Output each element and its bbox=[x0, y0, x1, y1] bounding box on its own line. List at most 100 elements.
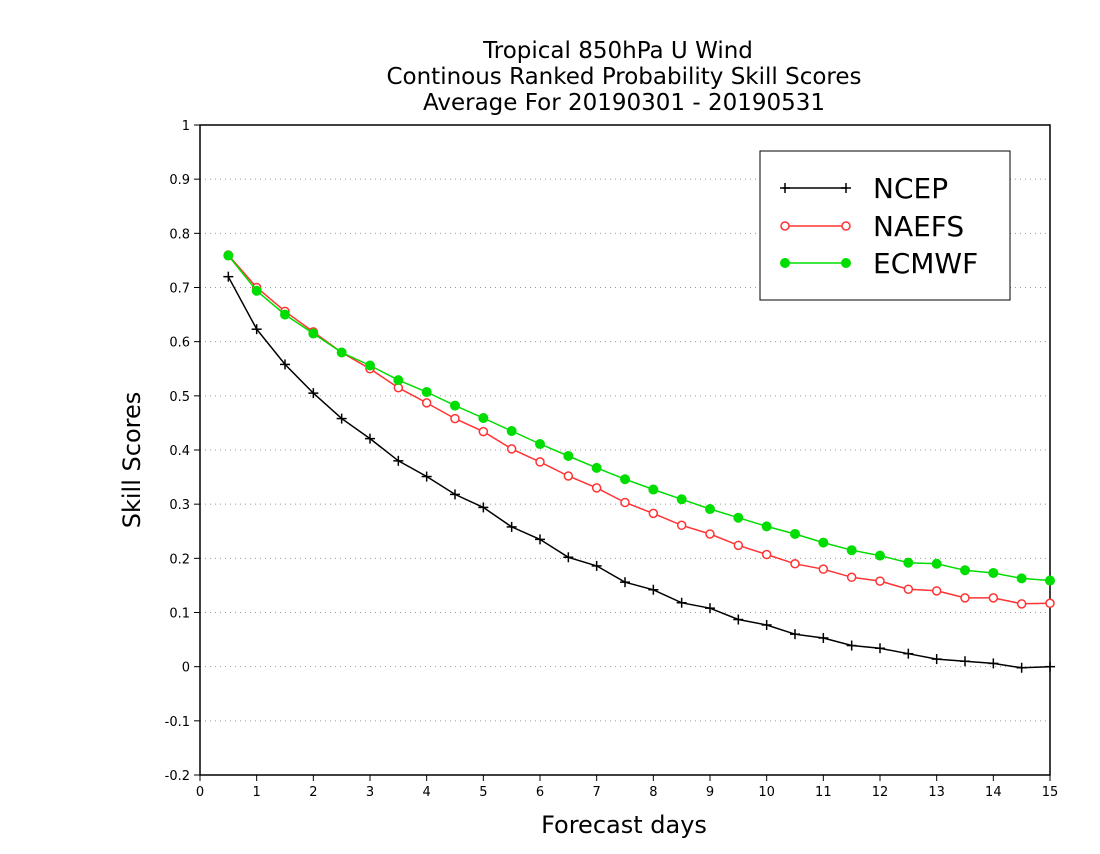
x-tick-label-5: 5 bbox=[479, 785, 487, 800]
x-tick-label-4: 4 bbox=[423, 785, 431, 800]
series-naefs bbox=[223, 250, 1055, 609]
legend-entry-ncep: NCEP bbox=[780, 172, 948, 205]
data-point-ncep-25 bbox=[931, 654, 942, 665]
x-tick-label-12: 12 bbox=[872, 785, 889, 800]
x-tick-label-14: 14 bbox=[985, 785, 1002, 800]
chart-title: Tropical 850hPa U Wind Continous Ranked … bbox=[386, 38, 861, 116]
data-point-ncep-23 bbox=[875, 643, 885, 654]
data-point-naefs-25 bbox=[931, 586, 942, 596]
data-point-ecmwf-19 bbox=[761, 521, 772, 532]
data-point-naefs-9 bbox=[478, 426, 489, 437]
data-point-naefs-12 bbox=[563, 471, 574, 481]
data-point-ecmwf-1 bbox=[251, 285, 262, 296]
x-tick-label-13: 13 bbox=[928, 785, 945, 800]
data-point-ecmwf-18 bbox=[733, 512, 744, 523]
x-axis-title: Forecast days bbox=[541, 811, 707, 839]
y-tick-label-6: 0.4 bbox=[169, 444, 190, 459]
data-point-ncep-1 bbox=[251, 324, 262, 335]
data-point-ecmwf-0 bbox=[223, 250, 234, 261]
legend-marker-right-naefs bbox=[841, 221, 851, 231]
data-point-naefs-23 bbox=[875, 576, 885, 586]
data-point-ncep-18 bbox=[733, 614, 744, 625]
data-point-ecmwf-27 bbox=[988, 567, 999, 578]
data-point-ecmwf-6 bbox=[393, 375, 404, 386]
data-point-ncep-15 bbox=[648, 584, 659, 595]
series-ncep bbox=[223, 271, 1055, 673]
gridlines bbox=[200, 178, 1050, 722]
data-point-ecmwf-22 bbox=[846, 545, 857, 556]
data-point-ncep-20 bbox=[790, 629, 800, 640]
data-point-ncep-21 bbox=[818, 632, 829, 643]
data-point-ncep-22 bbox=[846, 640, 857, 651]
data-point-ecmwf-5 bbox=[365, 360, 375, 371]
title-line-3: Average For 20190301 - 20190531 bbox=[423, 90, 825, 116]
data-point-ecmwf-4 bbox=[336, 347, 347, 358]
x-tick-label-15: 15 bbox=[1042, 785, 1059, 800]
data-point-ncep-8 bbox=[450, 489, 460, 500]
data-point-ncep-26 bbox=[960, 656, 970, 667]
data-point-naefs-20 bbox=[790, 559, 800, 569]
data-point-ecmwf-17 bbox=[705, 504, 715, 515]
x-tick-label-7: 7 bbox=[593, 785, 601, 800]
y-tick-label-12: 1 bbox=[182, 119, 190, 134]
y-tick-label-0: -0.2 bbox=[165, 769, 190, 784]
x-tick-label-9: 9 bbox=[706, 785, 714, 800]
series-ecmwf bbox=[223, 250, 1055, 586]
series-line-naefs bbox=[227, 254, 1051, 605]
data-point-ncep-3 bbox=[308, 388, 319, 399]
data-point-naefs-29 bbox=[1045, 598, 1055, 609]
data-point-ecmwf-15 bbox=[648, 484, 659, 495]
data-point-naefs-15 bbox=[648, 508, 659, 519]
data-point-naefs-8 bbox=[450, 413, 460, 424]
y-tick-label-11: 0.9 bbox=[169, 173, 190, 188]
data-point-ncep-28 bbox=[1016, 662, 1027, 673]
data-point-ncep-9 bbox=[478, 502, 489, 513]
y-tick-label-1: -0.1 bbox=[165, 715, 190, 730]
data-point-ecmwf-14 bbox=[620, 474, 630, 485]
y-tick-label-8: 0.6 bbox=[169, 336, 190, 351]
x-tick-label-10: 10 bbox=[758, 785, 775, 800]
data-point-ncep-24 bbox=[903, 648, 914, 659]
data-point-naefs-11 bbox=[535, 457, 545, 467]
data-point-ecmwf-3 bbox=[308, 328, 319, 339]
y-tick-label-10: 0.8 bbox=[169, 227, 190, 242]
data-point-ecmwf-26 bbox=[960, 565, 970, 576]
data-point-ncep-16 bbox=[676, 597, 687, 608]
data-point-ecmwf-29 bbox=[1045, 575, 1055, 586]
data-point-ncep-4 bbox=[336, 413, 347, 424]
data-point-naefs-10 bbox=[506, 444, 517, 454]
data-point-naefs-26 bbox=[960, 593, 970, 603]
data-point-ecmwf-10 bbox=[506, 426, 517, 437]
data-point-ecmwf-24 bbox=[903, 557, 914, 568]
x-tick-label-3: 3 bbox=[366, 785, 374, 800]
data-point-ecmwf-20 bbox=[790, 528, 800, 539]
legend-marker-left-naefs bbox=[780, 221, 790, 231]
data-point-ncep-12 bbox=[563, 552, 574, 563]
data-point-naefs-18 bbox=[733, 540, 744, 551]
legend-label-ncep: NCEP bbox=[873, 172, 948, 205]
y-axis-title: Skill Scores bbox=[118, 392, 146, 529]
series-layer bbox=[223, 250, 1055, 673]
data-point-ncep-11 bbox=[535, 534, 545, 545]
data-point-naefs-16 bbox=[676, 520, 687, 531]
data-point-ncep-14 bbox=[620, 577, 630, 588]
data-point-ecmwf-9 bbox=[478, 413, 489, 424]
data-point-ecmwf-7 bbox=[421, 387, 432, 398]
data-point-ecmwf-8 bbox=[450, 400, 460, 411]
series-line-ncep bbox=[227, 276, 1051, 669]
x-tick-label-0: 0 bbox=[196, 785, 204, 800]
data-point-ecmwf-12 bbox=[563, 450, 574, 461]
title-line-1: Tropical 850hPa U Wind bbox=[482, 38, 753, 64]
data-point-ncep-5 bbox=[365, 433, 375, 444]
legend-entry-naefs: NAEFS bbox=[780, 210, 964, 243]
data-point-ncep-19 bbox=[761, 619, 772, 630]
x-tick-label-6: 6 bbox=[536, 785, 544, 800]
series-line-ecmwf bbox=[227, 255, 1051, 582]
data-point-ecmwf-2 bbox=[280, 309, 290, 320]
data-point-ncep-29 bbox=[1045, 661, 1055, 672]
data-point-ncep-2 bbox=[280, 359, 290, 370]
y-tick-label-5: 0.3 bbox=[169, 498, 190, 513]
legend-entry-ecmwf: ECMWF bbox=[780, 247, 978, 280]
data-point-naefs-13 bbox=[591, 483, 602, 493]
